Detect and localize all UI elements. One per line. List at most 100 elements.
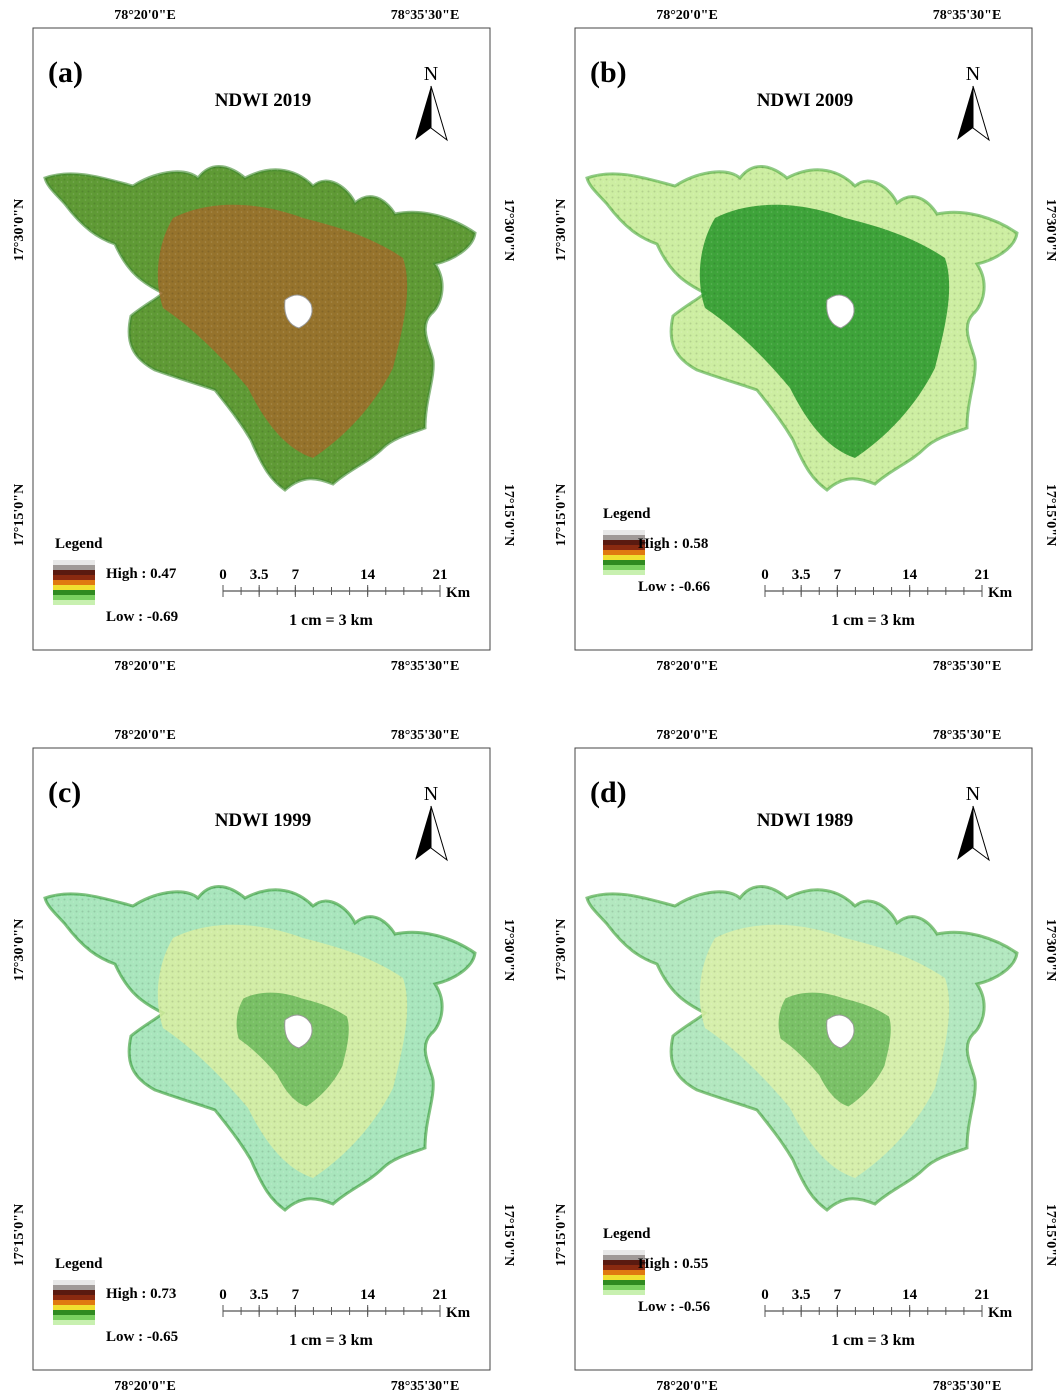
map-title: NDWI 1999 (215, 810, 312, 831)
scale-tick-label: 7 (834, 567, 842, 583)
legend-swatch (603, 1280, 645, 1285)
scale-tick-label: 21 (975, 567, 990, 583)
latitude-label: 17°15'0"N (1043, 1204, 1056, 1266)
legend-swatch (53, 585, 95, 590)
longitude-label: 78°35'30"E (391, 659, 460, 674)
longitude-label: 78°35'30"E (391, 1379, 460, 1394)
longitude-label: 78°20'0"E (114, 659, 176, 674)
legend-swatch (603, 535, 645, 540)
legend-swatch (53, 1290, 95, 1295)
latitude-label: 17°15'0"N (1043, 484, 1056, 546)
legend-swatch (53, 1305, 95, 1310)
longitude-label: 78°20'0"E (656, 8, 718, 23)
scale-tick-label: 21 (433, 567, 448, 583)
legend-swatch (603, 1290, 645, 1295)
legend-swatch (53, 1285, 95, 1290)
panel-label: (c) (48, 776, 81, 809)
scale-ratio: 1 cm = 3 km (831, 1332, 915, 1349)
north-label: N (424, 63, 438, 85)
legend-swatch (603, 560, 645, 565)
north-arrow (957, 806, 973, 860)
longitude-label: 78°35'30"E (391, 8, 460, 23)
legend-low: Low : -0.66 (638, 579, 711, 595)
map-panel: 78°20'0"E 78°20'0"E 78°35'30"E 78°35'30"E 17… (12, 8, 516, 674)
legend-swatch (53, 1300, 95, 1305)
legend-swatch (53, 600, 95, 605)
latitude-label: 17°15'0"N (501, 1204, 516, 1266)
latitude-label: 17°15'0"N (12, 484, 27, 546)
legend-swatch (603, 1265, 645, 1270)
scale-tick-label: 0 (219, 1287, 227, 1303)
legend-swatch (603, 565, 645, 570)
north-arrow (957, 86, 973, 140)
latitude-label: 17°30'0"N (1043, 919, 1056, 981)
legend-swatch (53, 570, 95, 575)
scale-tick-label: 7 (292, 1287, 300, 1303)
scale-unit: Km (446, 585, 471, 601)
scale-ratio: 1 cm = 3 km (831, 612, 915, 629)
longitude-label: 78°35'30"E (933, 1379, 1002, 1394)
scale-tick-label: 14 (360, 1287, 376, 1303)
scale-tick-label: 7 (292, 567, 300, 583)
north-arrow (430, 85, 448, 142)
panel-label: (d) (590, 776, 627, 809)
scale-unit: Km (988, 1305, 1013, 1321)
legend-swatch (603, 1260, 645, 1265)
legend-swatch (53, 560, 95, 565)
legend-swatch (603, 1270, 645, 1275)
scale-tick-label: 3.5 (792, 567, 811, 583)
scale-tick-label: 7 (834, 1287, 842, 1303)
north-arrow (972, 805, 990, 862)
legend-low: Low : -0.65 (106, 1329, 178, 1345)
longitude-label: 78°20'0"E (656, 659, 718, 674)
legend-swatch (603, 550, 645, 555)
legend-title: Legend (55, 1256, 103, 1272)
north-arrow (972, 85, 990, 142)
longitude-label: 78°35'30"E (933, 659, 1002, 674)
scale-tick-label: 3.5 (250, 1287, 269, 1303)
scale-ratio: 1 cm = 3 km (289, 1332, 373, 1349)
longitude-label: 78°20'0"E (656, 1379, 718, 1394)
latitude-label: 17°15'0"N (501, 484, 516, 546)
legend-low: Low : -0.56 (638, 1299, 711, 1315)
latitude-label: 17°30'0"N (1043, 199, 1056, 261)
map-panel: 78°20'0"E 78°20'0"E 78°35'30"E 78°35'30"E 17… (12, 728, 516, 1394)
latitude-label: 17°15'0"N (554, 1204, 569, 1266)
latitude-label: 17°15'0"N (554, 484, 569, 546)
panel-label: (a) (48, 56, 83, 89)
legend-title: Legend (55, 536, 103, 552)
latitude-label: 17°30'0"N (12, 199, 27, 261)
legend-low: Low : -0.69 (106, 609, 178, 625)
map-title: NDWI 2009 (757, 90, 854, 111)
longitude-label: 78°35'30"E (933, 728, 1002, 743)
legend-high: High : 0.58 (638, 536, 708, 552)
scale-tick-label: 3.5 (792, 1287, 811, 1303)
scale-ratio: 1 cm = 3 km (289, 612, 373, 629)
scale-tick-label: 0 (761, 1287, 769, 1303)
legend-swatch (603, 555, 645, 560)
legend-swatch (53, 1295, 95, 1300)
legend-swatch (53, 565, 95, 570)
legend-title: Legend (603, 1226, 651, 1242)
legend-swatch (603, 540, 645, 545)
scale-tick-label: 0 (761, 567, 769, 583)
legend-high: High : 0.55 (638, 1256, 708, 1272)
north-label: N (966, 783, 980, 805)
scale-unit: Km (446, 1305, 471, 1321)
north-label: N (424, 783, 438, 805)
legend-swatch (53, 1310, 95, 1315)
scale-tick-label: 14 (902, 567, 918, 583)
latitude-label: 17°30'0"N (554, 199, 569, 261)
longitude-label: 78°20'0"E (114, 728, 176, 743)
longitude-label: 78°35'30"E (933, 8, 1002, 23)
legend-swatch (53, 575, 95, 580)
legend-swatch (603, 1285, 645, 1290)
legend-swatch (603, 570, 645, 575)
legend-swatch (53, 580, 95, 585)
longitude-label: 78°20'0"E (656, 728, 718, 743)
latitude-label: 17°30'0"N (501, 919, 516, 981)
legend-swatch (53, 1320, 95, 1325)
panel-label: (b) (590, 56, 627, 89)
map-title: NDWI 1989 (757, 810, 854, 831)
